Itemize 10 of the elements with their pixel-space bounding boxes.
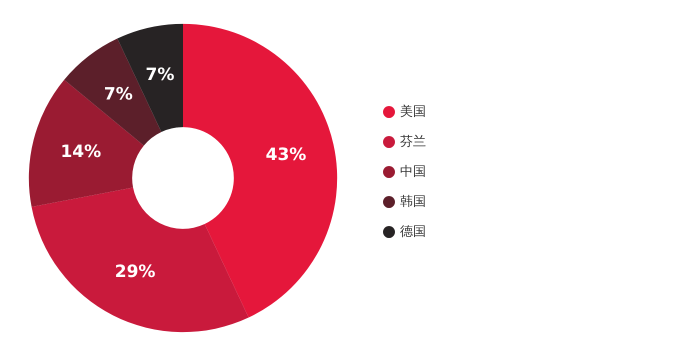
legend-label: 美国 <box>400 104 426 120</box>
data-label: 43% <box>266 144 306 165</box>
legend-label: 韩国 <box>400 194 426 210</box>
legend-label: 芬兰 <box>400 134 426 150</box>
data-label: 14% <box>60 142 102 162</box>
legend-label: 德国 <box>400 224 426 240</box>
legend-label: 中国 <box>400 164 426 180</box>
data-label: 7% <box>104 84 133 105</box>
data-label: 29% <box>114 262 156 282</box>
data-label: 7% <box>146 65 174 86</box>
